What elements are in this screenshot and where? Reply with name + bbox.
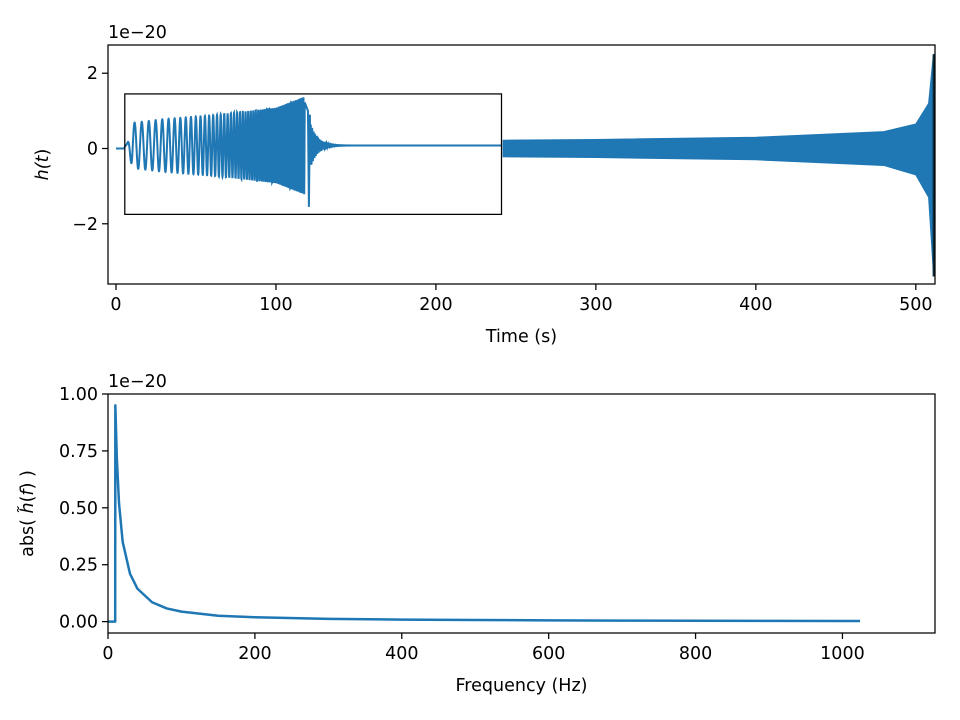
axes-frame (107, 393, 936, 634)
waveform-inset-line (116, 97, 502, 207)
inset-frame (124, 93, 503, 215)
plot-area (116, 53, 935, 277)
x-tick-label: 100 (259, 295, 292, 315)
x-axis-label: Time (s) (485, 327, 557, 347)
plot-area (108, 404, 861, 623)
y-offset-label: 1e−20 (108, 23, 167, 43)
y-offset-label: 1e−20 (108, 372, 167, 392)
spectrum-line (108, 404, 861, 623)
x-tick-label: 1000 (820, 644, 865, 664)
top-time-domain-plot: 0 100 200 300 400 500 −2 0 2 1e−20 Time (s) h(t) (33, 23, 936, 347)
x-tick-label: 0 (102, 644, 113, 664)
x-tick-label: 0 (110, 295, 121, 315)
y-axis-label: abs( h̃(f) ) (17, 470, 38, 557)
x-tick-label: 200 (419, 295, 452, 315)
y-tick-label: 0.50 (59, 499, 98, 519)
x-tick-label: 200 (238, 644, 271, 664)
y-tick-label: 0.00 (59, 613, 98, 633)
x-tick-label: 400 (385, 644, 418, 664)
x-tick-label: 500 (899, 295, 932, 315)
y-axis-label: h(t) (33, 149, 53, 181)
x-tick-label: 400 (739, 295, 772, 315)
waveform-dense-band (502, 53, 935, 274)
y-tick-label: 0.75 (59, 442, 98, 462)
y-tick-label: −2 (72, 215, 98, 235)
y-tick-label: 1.00 (59, 385, 98, 405)
x-tick-label: 800 (679, 644, 712, 664)
x-tick-label: 300 (579, 295, 612, 315)
x-axis-label: Frequency (Hz) (456, 676, 588, 696)
y-tick-label: 2 (87, 64, 98, 84)
axes-frame (107, 44, 936, 285)
y-tick-label: 0 (87, 140, 98, 160)
bottom-frequency-domain-plot: 0 200 400 600 800 1000 0.00 0.25 0.50 0.75 1.00 1e−… (17, 372, 936, 696)
x-tick-label: 600 (532, 644, 565, 664)
y-tick-label: 0.25 (59, 556, 98, 576)
